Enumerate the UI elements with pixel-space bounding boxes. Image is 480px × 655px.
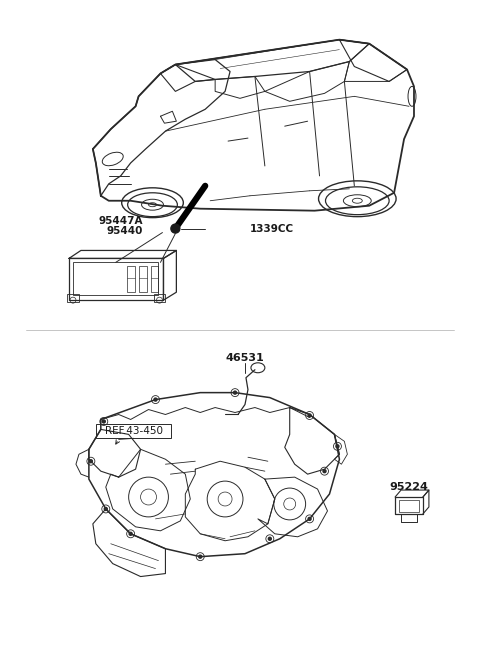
Circle shape — [234, 391, 237, 394]
Circle shape — [199, 555, 202, 558]
Bar — [73, 263, 158, 295]
Text: 95440: 95440 — [106, 225, 143, 236]
Circle shape — [323, 470, 326, 473]
Circle shape — [89, 460, 92, 462]
Text: 95224: 95224 — [390, 482, 429, 492]
Bar — [139, 267, 146, 292]
Circle shape — [129, 533, 132, 535]
Circle shape — [102, 420, 105, 423]
Bar — [151, 267, 158, 292]
Text: 95447A: 95447A — [98, 215, 143, 225]
Circle shape — [308, 414, 311, 417]
Circle shape — [308, 517, 311, 520]
Bar — [154, 294, 166, 302]
Circle shape — [104, 508, 107, 510]
Circle shape — [268, 537, 271, 540]
Bar — [127, 267, 134, 292]
Text: REF.43-450: REF.43-450 — [105, 426, 163, 436]
Circle shape — [154, 398, 157, 401]
Text: 1339CC: 1339CC — [250, 223, 294, 234]
Circle shape — [336, 445, 339, 448]
Bar — [67, 294, 79, 302]
Text: 46531: 46531 — [226, 353, 264, 363]
Circle shape — [171, 224, 180, 233]
Bar — [399, 500, 419, 512]
